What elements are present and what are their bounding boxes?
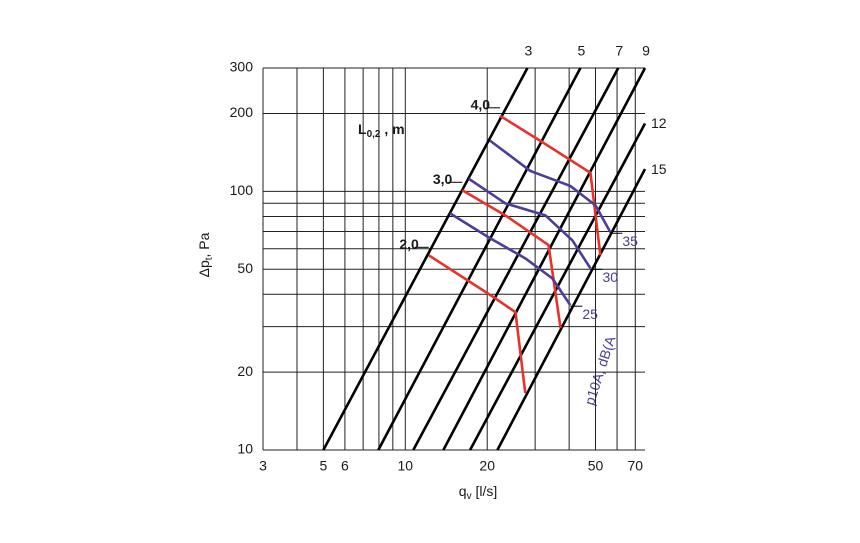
line-label: 2,0 — [399, 236, 419, 252]
series-line — [442, 67, 647, 451]
series-line — [461, 189, 562, 329]
noise-label: p10A, dB(A — [581, 333, 619, 407]
y-tick-label: 200 — [230, 104, 254, 120]
annotation-main: L — [358, 121, 367, 137]
series-line — [499, 114, 602, 256]
annotation-sub: 0,2 — [367, 129, 381, 140]
x-tick-label: 70 — [627, 458, 643, 474]
x-tick-label: 20 — [479, 458, 495, 474]
x-tick-label: 5 — [319, 458, 327, 474]
line-label: 30 — [602, 269, 618, 285]
y-axis-label: Δpt, Pa — [196, 232, 215, 277]
series-line — [412, 67, 620, 451]
line-label: 3 — [525, 43, 533, 59]
x-tick-label: 6 — [341, 458, 349, 474]
y-label-sub: t — [204, 257, 215, 260]
line-label: 7 — [615, 43, 623, 59]
x-label-sub: v — [467, 491, 472, 502]
line-label: 25 — [582, 306, 598, 322]
y-tick-label: 10 — [237, 441, 253, 457]
line-label: 9 — [642, 43, 650, 59]
y-tick-label: 300 — [230, 59, 254, 75]
annotation: L0,2 , m — [358, 121, 405, 140]
x-tick-label: 50 — [588, 458, 604, 474]
line-label: 4,0 — [471, 97, 491, 113]
series-line — [428, 254, 527, 394]
x-label-rest: [l/s] — [472, 483, 498, 499]
line-label: 35 — [622, 233, 638, 249]
y-tick-label: 50 — [237, 260, 253, 276]
series-line — [496, 168, 647, 451]
line-label: 3,0 — [433, 171, 453, 187]
series-line — [322, 67, 529, 451]
series-line — [449, 212, 572, 306]
y-tick-label: 100 — [230, 182, 254, 198]
line-label: 15 — [651, 161, 667, 177]
x-tick-label: 3 — [259, 458, 267, 474]
y-tick-label: 20 — [237, 363, 253, 379]
x-axis-label: qv [l/s] — [459, 483, 497, 502]
x-tick-label: 10 — [398, 458, 414, 474]
line-label: 12 — [651, 115, 667, 131]
y-label-main: Δp — [196, 260, 212, 277]
x-label-main: q — [459, 483, 467, 499]
line-label: 5 — [578, 43, 586, 59]
series-line — [489, 139, 612, 233]
series-line — [467, 177, 592, 270]
series-line — [377, 67, 582, 451]
y-label-rest: , Pa — [196, 232, 212, 257]
